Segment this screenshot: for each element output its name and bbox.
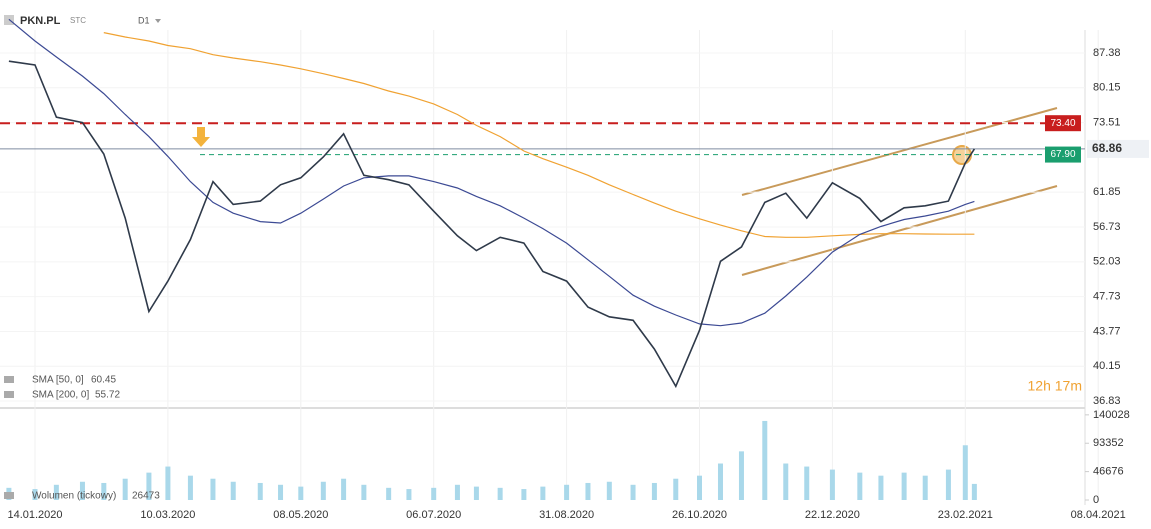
volume-bar bbox=[829, 469, 835, 500]
y-tick-label: 40.15 bbox=[1093, 360, 1121, 372]
volume-bar bbox=[210, 478, 216, 500]
volume-bar bbox=[651, 482, 657, 500]
indicator-icon[interactable] bbox=[4, 391, 14, 398]
volume-bar bbox=[901, 472, 907, 500]
volume-bar bbox=[606, 481, 612, 500]
level-tag bbox=[1045, 115, 1081, 132]
volume-bar bbox=[878, 475, 884, 500]
volume-bar bbox=[922, 475, 928, 500]
volume-bar bbox=[971, 483, 977, 500]
exchange: STC bbox=[70, 16, 86, 25]
volume-bar bbox=[585, 482, 591, 500]
volume-bar bbox=[278, 484, 284, 500]
y-tick-label: 61.85 bbox=[1093, 186, 1121, 198]
volume-bar bbox=[673, 478, 679, 500]
level-tag-label: 73.40 bbox=[1050, 118, 1075, 129]
y-tick-label: 87.38 bbox=[1093, 47, 1121, 59]
symbol: PKN.PL bbox=[20, 15, 61, 27]
y-tick-label: 73.51 bbox=[1093, 116, 1121, 128]
volume-bar bbox=[122, 478, 128, 500]
volume-bar bbox=[32, 489, 38, 500]
volume-bar bbox=[804, 466, 810, 500]
sma-legend-value: 55.72 bbox=[95, 390, 120, 401]
y-tick-label: 80.15 bbox=[1093, 82, 1121, 94]
volume-bar bbox=[406, 489, 412, 500]
y-tick-label: 52.03 bbox=[1093, 256, 1121, 268]
x-tick-label: 31.08.2020 bbox=[539, 509, 594, 521]
x-tick-label: 08.04.2021 bbox=[1071, 509, 1126, 521]
volume-bar bbox=[53, 484, 59, 500]
volume-bar bbox=[431, 487, 437, 500]
volume-bar bbox=[783, 463, 789, 500]
y-tick-label: 36.83 bbox=[1093, 395, 1121, 407]
dropdown-arrow[interactable] bbox=[155, 19, 161, 23]
volume-bar bbox=[473, 486, 479, 500]
volume-bar bbox=[146, 472, 152, 500]
volume-bar bbox=[717, 463, 723, 500]
sma-legend: SMA [50, 0] bbox=[32, 375, 84, 386]
x-tick-label: 06.07.2020 bbox=[406, 509, 461, 521]
indicator-icon[interactable] bbox=[4, 376, 14, 383]
volume-bar bbox=[79, 481, 85, 500]
volume-bar bbox=[521, 489, 527, 500]
series-line bbox=[8, 60, 976, 389]
volume-bar bbox=[564, 484, 570, 500]
arrow-marker bbox=[192, 127, 210, 147]
volume-bar bbox=[298, 486, 304, 500]
series-line bbox=[103, 32, 975, 238]
volume-tick-label: 0 bbox=[1093, 494, 1099, 506]
x-tick-label: 08.05.2020 bbox=[273, 509, 328, 521]
volume-bar bbox=[697, 475, 702, 500]
sma-legend: SMA [200, 0] bbox=[32, 390, 89, 401]
volume-bar bbox=[762, 420, 768, 500]
interval[interactable]: D1 bbox=[138, 15, 150, 25]
volume-bar bbox=[386, 487, 392, 500]
x-tick-label: 14.01.2020 bbox=[7, 509, 62, 521]
x-tick-label: 26.10.2020 bbox=[672, 509, 727, 521]
y-tick-label: 43.77 bbox=[1093, 325, 1121, 337]
sma-legend-value: 60.45 bbox=[91, 375, 116, 386]
session-timer: 12h 17m bbox=[1028, 378, 1082, 394]
volume-bar bbox=[497, 487, 503, 500]
volume-bar bbox=[187, 475, 193, 500]
volume-bar bbox=[165, 466, 171, 500]
x-tick-label: 23.02.2021 bbox=[938, 509, 993, 521]
volume-bar bbox=[101, 482, 107, 500]
volume-bar bbox=[230, 481, 236, 500]
series-line bbox=[8, 18, 975, 327]
channel-line bbox=[741, 185, 1058, 276]
last-price-label: 68.86 bbox=[1092, 141, 1122, 155]
y-tick-label: 47.73 bbox=[1093, 290, 1121, 302]
volume-bar bbox=[361, 484, 367, 500]
volume-bar bbox=[257, 482, 263, 500]
indicator-icon[interactable] bbox=[4, 492, 14, 499]
volume-bar bbox=[962, 445, 968, 500]
volume-bar bbox=[341, 478, 347, 500]
volume-bar bbox=[454, 484, 460, 500]
volume-bar bbox=[857, 472, 863, 500]
volume-bar bbox=[320, 481, 326, 500]
last-price-tag bbox=[1087, 139, 1149, 158]
volume-bar bbox=[945, 469, 951, 500]
level-tag bbox=[1045, 146, 1081, 163]
y-tick-label: 56.73 bbox=[1093, 221, 1121, 233]
volume-bar bbox=[540, 486, 546, 500]
volume-tick-label: 46676 bbox=[1093, 466, 1124, 478]
x-tick-label: 22.12.2020 bbox=[805, 509, 860, 521]
volume-legend-value: 26473 bbox=[132, 491, 160, 502]
volume-bar bbox=[738, 451, 744, 500]
level-tag-label: 67.90 bbox=[1050, 149, 1075, 160]
volume-bar bbox=[630, 484, 636, 500]
volume-tick-label: 140028 bbox=[1093, 409, 1130, 421]
x-tick-label: 10.03.2020 bbox=[140, 509, 195, 521]
volume-tick-label: 93352 bbox=[1093, 437, 1124, 449]
volume-legend: Wolumen (tickowy) bbox=[32, 491, 116, 502]
